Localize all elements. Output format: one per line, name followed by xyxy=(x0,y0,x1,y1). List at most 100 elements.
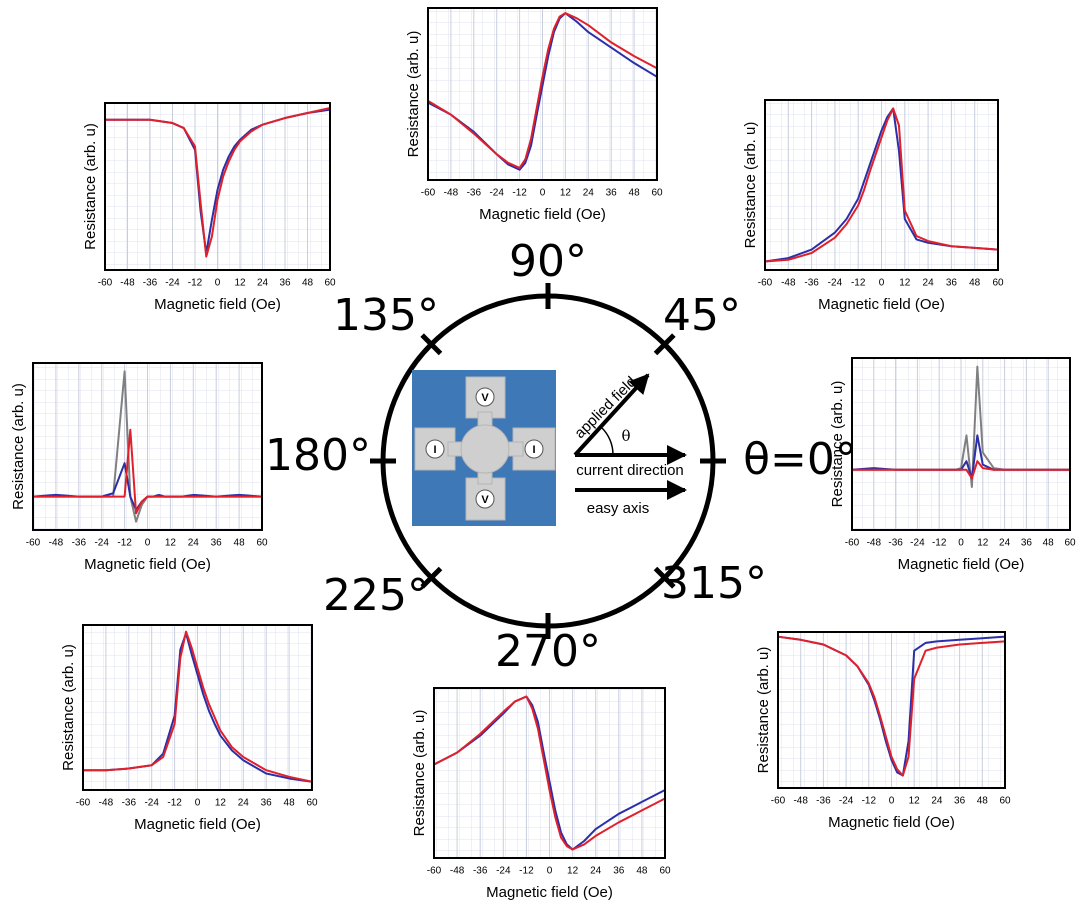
x-tick-label: -24 xyxy=(144,798,159,809)
x-tick-label: 0 xyxy=(889,796,895,807)
x-tick-label: -48 xyxy=(49,538,64,549)
x-tick-label: 48 xyxy=(284,798,296,809)
x-tick-label: -24 xyxy=(828,278,843,289)
x-axis-label: Magnetic field (Oe) xyxy=(84,556,211,573)
angle-tick xyxy=(653,566,676,589)
x-tick-label: -36 xyxy=(143,278,158,289)
arrows xyxy=(573,373,687,500)
arrow-label: easy axis xyxy=(587,500,650,517)
series-line xyxy=(427,12,658,169)
x-axis-label: Magnetic field (Oe) xyxy=(818,296,945,313)
x-tick-label: 48 xyxy=(234,538,246,549)
pad-label: I xyxy=(433,444,436,456)
plot-frame xyxy=(32,362,263,531)
chart: -60 -48 -36 -24 -12 0 12 24 36 48 60 Magnetic field… xyxy=(411,687,671,901)
angle-label: 225° xyxy=(323,570,429,621)
angle-label: 315° xyxy=(661,558,767,609)
x-tick-label: 24 xyxy=(257,278,269,289)
chart: -60 -48 -36 -24 -12 0 12 24 36 48 60 Magnetic field… xyxy=(829,357,1076,573)
x-tick-label: 24 xyxy=(188,538,200,549)
angle-label: 270° xyxy=(495,626,601,677)
x-tick-label: 60 xyxy=(992,278,1004,289)
x-tick-label: 36 xyxy=(279,278,291,289)
x-tick-label: -48 xyxy=(793,796,808,807)
y-axis-label: Resistance (arb. u) xyxy=(829,381,846,508)
x-tick-label: 48 xyxy=(636,866,648,877)
series-line xyxy=(33,428,262,515)
x-tick-label: 60 xyxy=(651,188,663,199)
x-tick-label: -60 xyxy=(427,866,442,877)
arrow-label: θ xyxy=(621,427,630,445)
angle-label: θ=0° xyxy=(743,434,857,485)
x-tick-label: -24 xyxy=(496,866,511,877)
x-tick-label: 48 xyxy=(969,278,981,289)
x-axis-label: Magnetic field (Oe) xyxy=(479,206,606,223)
x-tick-label: -48 xyxy=(781,278,796,289)
angle-label: 180° xyxy=(265,430,371,481)
x-tick-label: 36 xyxy=(606,188,618,199)
pad-label: I xyxy=(532,444,535,456)
arrow-label: current direction xyxy=(576,462,684,479)
angle-tick xyxy=(653,333,676,356)
x-axis-label: Magnetic field (Oe) xyxy=(898,556,1025,573)
y-axis-label: Resistance (arb. u) xyxy=(10,383,27,510)
x-tick-label: 36 xyxy=(1021,538,1033,549)
x-tick-label: 48 xyxy=(1043,538,1055,549)
device-pads xyxy=(414,376,556,521)
angle-label: 45° xyxy=(663,290,741,341)
pad-badge xyxy=(524,439,544,459)
x-tick-label: 60 xyxy=(324,278,336,289)
x-tick-label: -60 xyxy=(76,798,91,809)
angle-tick xyxy=(420,566,443,589)
angle-label: 135° xyxy=(333,290,439,341)
x-tick-label: 12 xyxy=(165,538,177,549)
x-tick-label: -60 xyxy=(26,538,41,549)
x-tick-label: -48 xyxy=(450,866,465,877)
series-line xyxy=(764,107,999,263)
series-line xyxy=(433,695,666,851)
x-tick-label: 36 xyxy=(946,278,958,289)
series-line xyxy=(433,695,666,851)
plot-frame xyxy=(777,631,1006,789)
x-tick-label: -12 xyxy=(167,798,182,809)
chart: -60 -48 -36 -24 -12 0 12 24 36 48 60 Magnetic field… xyxy=(82,102,336,313)
x-tick-label: 60 xyxy=(659,866,671,877)
x-tick-label: 12 xyxy=(215,798,227,809)
series-line xyxy=(852,460,1070,480)
chart: -60 -48 -36 -24 -12 0 12 24 36 48 60 Magnetic field… xyxy=(60,624,318,833)
x-tick-label: 24 xyxy=(590,866,602,877)
x-tick-label: 0 xyxy=(145,538,151,549)
x-tick-label: 0 xyxy=(958,538,964,549)
x-tick-label: 12 xyxy=(567,866,579,877)
x-tick-label: 60 xyxy=(256,538,268,549)
plot-frame xyxy=(104,102,331,271)
angle-label: 90° xyxy=(509,236,587,287)
x-tick-label: -12 xyxy=(519,866,534,877)
x-tick-label: -12 xyxy=(512,188,527,199)
x-axis-label: Magnetic field (Oe) xyxy=(828,814,955,831)
series-line xyxy=(764,107,999,263)
x-tick-label: 0 xyxy=(195,798,201,809)
x-tick-label: 12 xyxy=(234,278,246,289)
x-tick-label: 12 xyxy=(560,188,572,199)
pad-badge xyxy=(425,439,445,459)
x-tick-label: -12 xyxy=(851,278,866,289)
chart: -60 -48 -36 -24 -12 0 12 24 36 48 60 Magnetic field… xyxy=(755,631,1011,831)
x-tick-label: -36 xyxy=(467,188,482,199)
x-tick-label: 24 xyxy=(999,538,1011,549)
x-tick-label: 60 xyxy=(1064,538,1076,549)
x-tick-label: -36 xyxy=(72,538,87,549)
x-tick-label: 0 xyxy=(547,866,553,877)
pad-badge xyxy=(475,489,495,509)
x-tick-label: -36 xyxy=(816,796,831,807)
plot-frame xyxy=(433,687,666,859)
x-tick-label: -12 xyxy=(188,278,203,289)
x-tick-label: -48 xyxy=(99,798,114,809)
x-tick-label: 60 xyxy=(999,796,1011,807)
chart: -60 -48 -36 -24 -12 0 12 24 36 48 60 Magnetic field… xyxy=(742,99,1004,313)
plot-frame xyxy=(851,357,1071,531)
x-tick-label: -24 xyxy=(165,278,180,289)
x-tick-label: 60 xyxy=(306,798,318,809)
series-line xyxy=(83,630,313,783)
